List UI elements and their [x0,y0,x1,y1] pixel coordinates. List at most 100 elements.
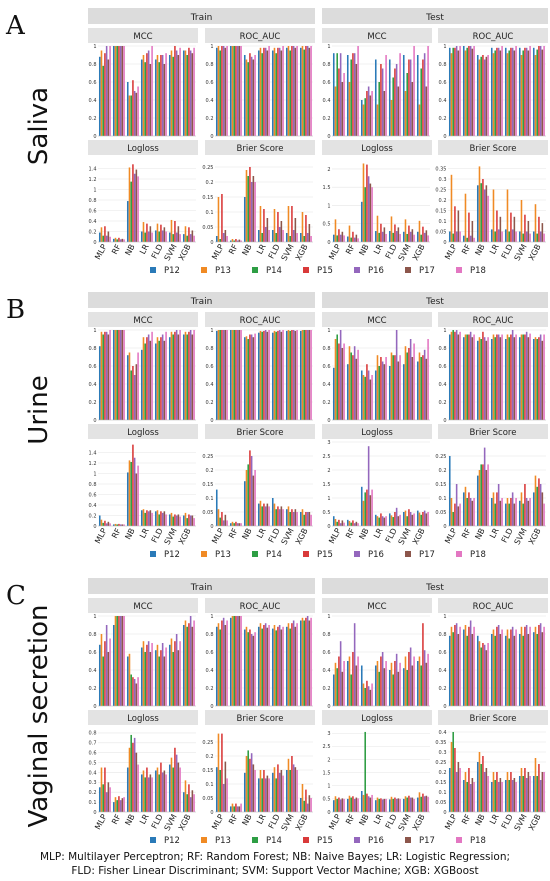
y-tick-label: 0.6 [89,364,97,370]
bar-rf-p14 [350,674,352,706]
bar-lr-p13 [492,189,495,242]
bar-lr-p16 [381,516,384,526]
x-tick-label: SVM [163,813,179,833]
bar-lr-p15 [380,64,382,136]
subplot-title: Brier Score [237,144,284,154]
bar-lr-p18 [501,782,503,812]
bar-rf-p14 [350,352,352,420]
bar-lr-p16 [264,330,267,420]
bar-xgb-p14 [536,49,538,136]
bar-lr-p13 [376,516,379,526]
bar-rf-p16 [353,53,356,137]
bar-fld-p18 [399,355,401,420]
bar-svm-p16 [292,764,295,812]
bar-fld-p17 [513,216,516,242]
bar-lr-p15 [496,626,498,706]
bar-nb-p18 [137,352,139,420]
bar-mlp-p16 [222,330,225,420]
bar-fld-p12 [388,799,391,812]
bar-svm-p18 [529,626,531,706]
bar-nb-p14 [480,464,482,526]
bar-fld-p18 [515,231,517,242]
bar-svm-p12 [402,668,405,706]
bar-xgb-p12 [182,515,185,526]
bar-mlp-p18 [343,235,345,242]
bar-svm-p12 [168,644,171,706]
bar-lr-p17 [266,218,269,242]
bar-nb-p16 [250,56,253,136]
bar-xgb-p17 [191,790,194,812]
group-header-train: Train [190,583,213,593]
bar-mlp-p17 [341,231,344,242]
group-header-test: Test [425,583,444,593]
bar-nb-p18 [487,195,489,242]
bar-nb-p15 [132,366,134,420]
y-tick-label: 0 [327,810,330,816]
bar-fld-p12 [504,229,507,242]
bar-svm-p15 [408,59,410,136]
bar-svm-p16 [525,778,528,812]
legend-label-p15: P15 [317,266,333,276]
bar-svm-p14 [289,512,291,526]
bar-rf-p18 [357,523,359,526]
bar-svm-p17 [527,337,530,420]
bar-fld-p18 [515,334,517,420]
subplot-title: Logloss [361,144,393,154]
subplot-title: Brier Score [470,144,517,154]
bar-mlp-p12 [98,515,101,526]
bar-fld-p16 [511,492,514,526]
bar-fld-p12 [154,650,157,706]
bar-nb-p15 [366,164,368,242]
bar-mlp-p18 [109,330,111,420]
bar-fld-p14 [275,233,277,242]
bar-rf-p14 [350,522,352,526]
y-tick-label: 0.6 [439,650,447,656]
bar-xgb-p17 [191,53,194,137]
bar-nb-p15 [366,489,368,526]
legend-swatch-p15 [303,837,309,843]
bar-fld-p15 [160,650,162,706]
x-tick-label: LR [255,242,268,255]
bar-mlp-p15 [221,194,223,242]
bar-rf-p14 [466,47,468,136]
bar-mlp-p13 [334,219,337,242]
bar-mlp-p14 [219,517,221,526]
bar-svm-p18 [296,512,298,526]
bar-svm-p12 [168,55,171,136]
bar-mlp-p12 [448,768,451,812]
bar-mlp-p17 [107,521,110,526]
bar-lr-p17 [266,50,269,136]
bar-lr-p18 [151,643,153,706]
bar-xgb-p14 [420,68,422,136]
bar-mlp-p15 [338,343,340,420]
bar-nb-p15 [132,742,134,812]
y-tick-label: 1.4 [89,450,97,456]
bar-xgb-p12 [299,47,302,136]
bar-svm-p13 [520,768,523,812]
bar-svm-p17 [527,500,530,526]
bar-xgb-p18 [427,653,429,706]
bar-svm-p14 [406,73,408,136]
legend-swatch-p17 [405,551,411,557]
bar-xgb-p18 [310,617,312,706]
bar-xgb-p18 [310,798,312,812]
bar-mlp-p13 [450,331,453,420]
x-tick-label: XGB [177,813,193,832]
bar-rf-p12 [229,523,232,526]
bar-rf-p16 [119,524,122,526]
bar-lr-p17 [499,50,502,136]
bar-fld-p14 [508,50,510,136]
bar-rf-p13 [231,803,234,812]
x-tick-label: SVM [397,527,413,547]
bar-rf-p15 [118,523,120,526]
bar-svm-p14 [289,330,291,420]
bar-rf-p13 [348,82,351,136]
bar-mlp-p12 [332,53,335,137]
bar-mlp-p15 [104,53,106,137]
y-tick-label: 0.2 [439,770,447,776]
bar-lr-p16 [381,652,384,706]
y-tick-label: 0 [93,524,96,530]
bar-nb-p16 [483,644,486,706]
